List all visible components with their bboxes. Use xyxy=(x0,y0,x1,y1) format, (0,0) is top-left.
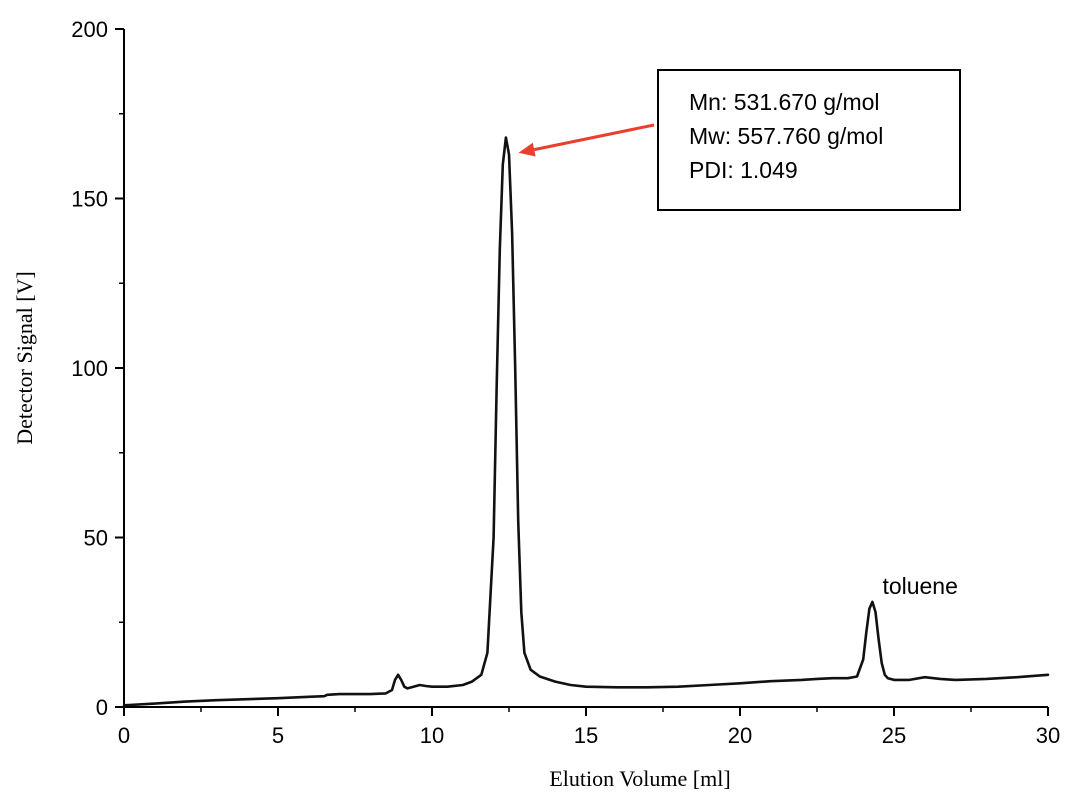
y-axis-title: Detector Signal [V] xyxy=(12,271,37,445)
annotation-arrow-head xyxy=(518,142,536,157)
x-tick-label: 15 xyxy=(574,723,598,748)
x-tick-label: 25 xyxy=(882,723,906,748)
peak-label-toluene: toluene xyxy=(882,573,957,599)
x-tick-label: 20 xyxy=(728,723,752,748)
chromatogram-line xyxy=(122,136,1050,707)
x-axis-title: Elution Volume [ml] xyxy=(549,766,730,791)
series-layer xyxy=(122,136,1050,707)
annotation-layer: Mn: 531.670 g/mol Mw: 557.760 g/mol PDI: 1… xyxy=(518,69,961,599)
annotation-line: Mw: 557.760 g/mol xyxy=(689,123,883,149)
y-tick-label: 150 xyxy=(71,187,108,212)
annotation-line: PDI: 1.049 xyxy=(689,157,798,183)
annotation-box xyxy=(657,69,961,211)
x-tick-label: 0 xyxy=(118,723,130,748)
annotation-arrow-shaft xyxy=(533,123,655,152)
x-tick-label: 5 xyxy=(272,723,284,748)
y-tick-label: 0 xyxy=(96,695,108,720)
x-tick-label: 10 xyxy=(420,723,444,748)
y-tick-label: 100 xyxy=(71,356,108,381)
x-tick-label: 30 xyxy=(1036,723,1060,748)
ticks-layer: 0 5 10 15 20 25 30 0 50 100 150 200 xyxy=(71,17,1060,748)
y-tick-label: 50 xyxy=(84,526,108,551)
annotation-line: Mn: 531.670 g/mol xyxy=(689,89,880,115)
y-tick-label: 200 xyxy=(71,17,108,42)
